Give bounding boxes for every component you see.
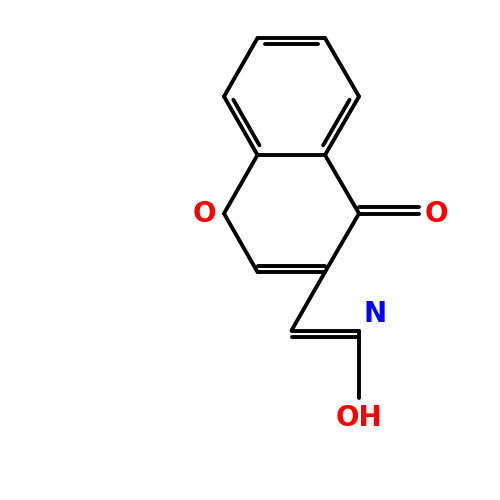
Text: N: N bbox=[363, 300, 386, 328]
Text: O: O bbox=[425, 200, 448, 228]
Text: O: O bbox=[193, 200, 216, 228]
Text: OH: OH bbox=[336, 404, 382, 432]
